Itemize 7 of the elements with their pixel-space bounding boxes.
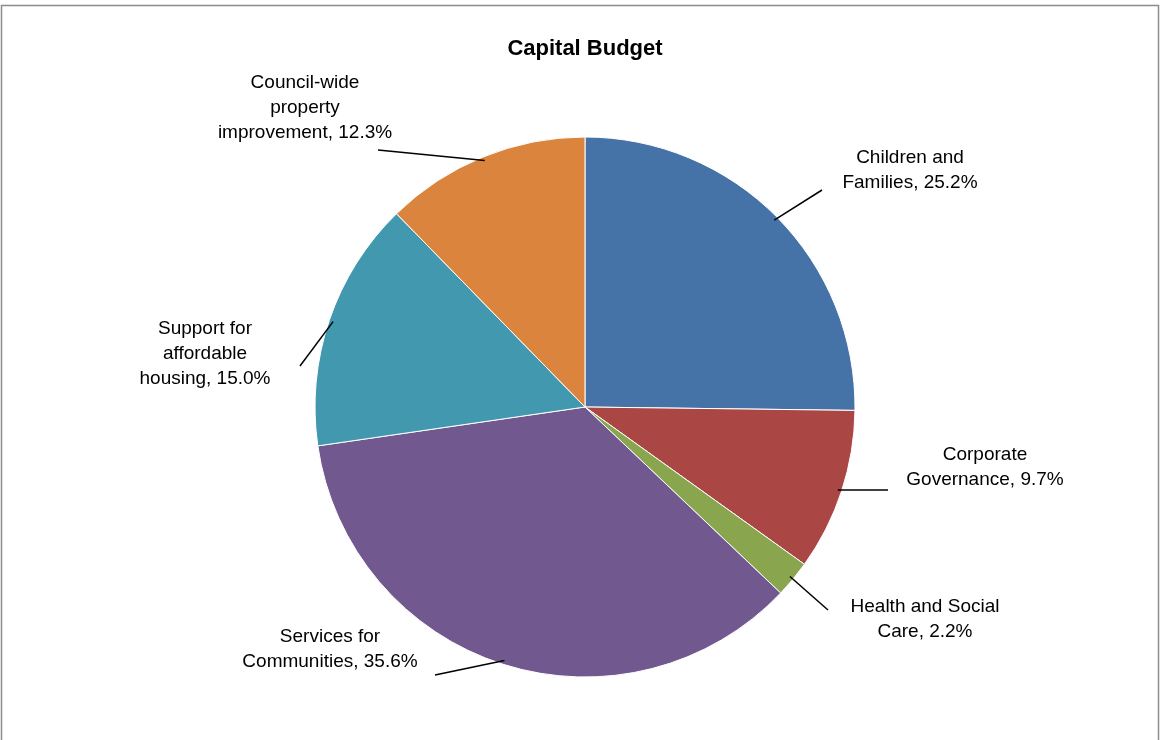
slice-label: Children and Families, 25.2% xyxy=(841,145,979,194)
slice-label: Corporate Governance, 9.7% xyxy=(905,442,1065,491)
slice-label: Support for affordable housing, 15.0% xyxy=(138,316,272,390)
chart-title: Capital Budget xyxy=(507,35,664,60)
slice-label: Council-wide property improvement, 12.3% xyxy=(216,70,394,144)
slice-label: Health and Social Care, 2.2% xyxy=(849,594,1001,643)
slice-label: Services for Communities, 35.6% xyxy=(241,624,419,673)
